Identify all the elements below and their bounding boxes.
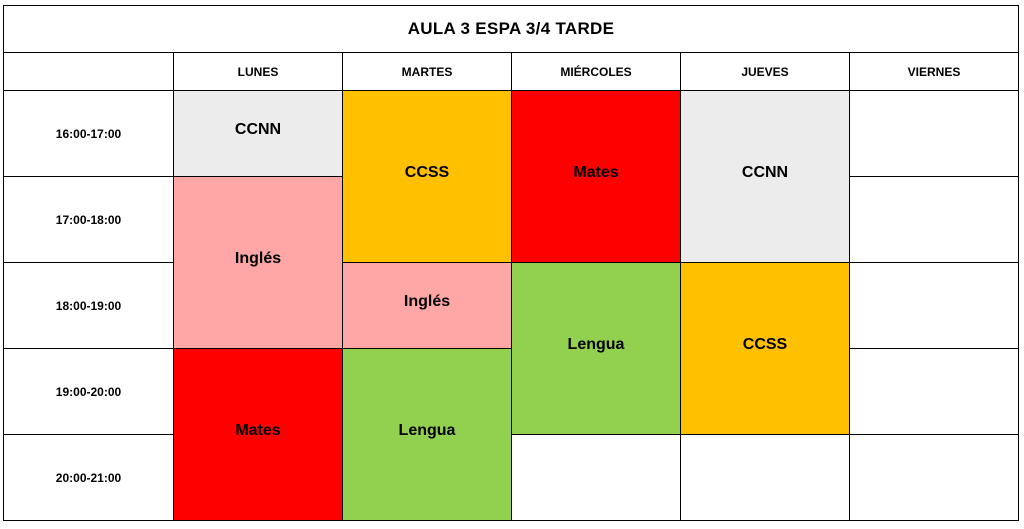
empty-cell — [511, 434, 681, 521]
day-header-viernes: VIERNES — [849, 52, 1019, 91]
class-block-jueves-ccnn: CCNN — [680, 90, 850, 263]
empty-cell — [680, 434, 850, 521]
time-slot-4: 19:00-20:00 — [3, 348, 174, 435]
corner-cell — [3, 52, 174, 91]
class-block-lunes-mates: Mates — [173, 348, 343, 521]
day-header-jueves: JUEVES — [680, 52, 850, 91]
class-block-miercoles-lengua: Lengua — [511, 262, 681, 435]
class-block-martes-lengua: Lengua — [342, 348, 512, 521]
class-label: CCSS — [742, 335, 788, 353]
class-block-miercoles-mates: Mates — [511, 90, 681, 263]
class-block-lunes-ccnn: CCNN — [173, 90, 343, 177]
timetable-title: AULA 3 ESPA 3/4 TARDE — [3, 5, 1019, 53]
class-block-jueves-ccss: CCSS — [680, 262, 850, 435]
class-label: CCNN — [234, 120, 282, 138]
class-label: Mates — [235, 421, 281, 439]
class-block-martes-ccss: CCSS — [342, 90, 512, 263]
empty-cell — [849, 434, 1019, 521]
class-label: Inglés — [403, 292, 451, 310]
time-slot-2: 17:00-18:00 — [3, 176, 174, 263]
class-label: Mates — [573, 163, 619, 181]
empty-cell — [849, 348, 1019, 435]
class-label: Lengua — [398, 421, 456, 439]
empty-cell — [849, 90, 1019, 177]
class-label: CCSS — [404, 163, 450, 181]
timetable-sheet: AULA 3 ESPA 3/4 TARDE LUNES MARTES MIÉRC… — [3, 5, 1019, 525]
class-label: Inglés — [234, 249, 282, 267]
time-slot-3: 18:00-19:00 — [3, 262, 174, 349]
day-header-martes: MARTES — [342, 52, 512, 91]
empty-cell — [849, 176, 1019, 263]
class-block-lunes-ingles: Inglés — [173, 176, 343, 349]
timetable: AULA 3 ESPA 3/4 TARDE LUNES MARTES MIÉRC… — [3, 5, 1019, 521]
day-header-lunes: LUNES — [173, 52, 343, 91]
empty-cell — [849, 262, 1019, 349]
time-slot-1: 16:00-17:00 — [3, 90, 174, 177]
class-label: Lengua — [567, 335, 625, 353]
class-block-martes-ingles: Inglés — [342, 262, 512, 349]
day-header-miercoles: MIÉRCOLES — [511, 52, 681, 91]
time-slot-5: 20:00-21:00 — [3, 434, 174, 521]
class-label: CCNN — [741, 163, 789, 181]
